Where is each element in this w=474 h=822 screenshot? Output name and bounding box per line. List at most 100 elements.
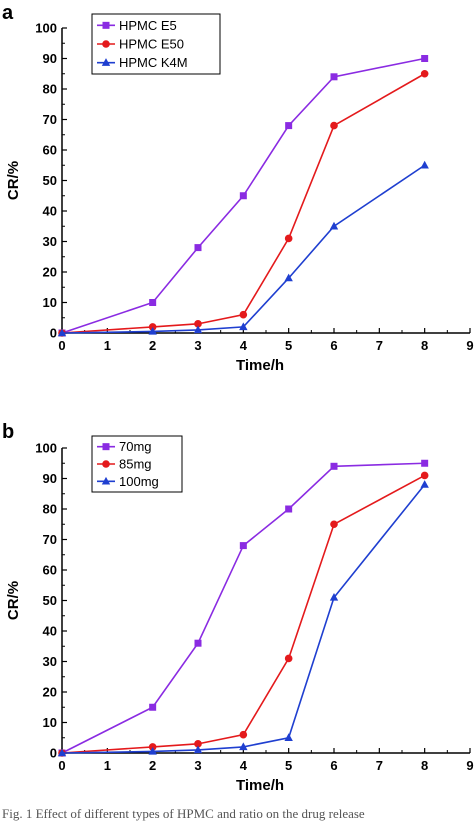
circle-marker (239, 730, 248, 739)
series-line (61, 164, 426, 334)
legend-label: HPMC E5 (119, 18, 177, 33)
triangle-marker (329, 221, 339, 230)
circle-marker (330, 520, 338, 529)
circle-marker (148, 323, 157, 331)
x-tick-label: 0 (58, 338, 65, 353)
y-tick-label: 10 (43, 295, 57, 310)
circle-marker (102, 40, 110, 48)
x-tick-label: 4 (240, 338, 248, 353)
square-marker (421, 55, 429, 62)
circle-marker (420, 69, 429, 78)
y-tick-label: 50 (43, 593, 57, 608)
square-marker (330, 462, 338, 470)
series-line (61, 474, 426, 754)
triangle-marker (420, 480, 429, 488)
legend-label: 70mg (119, 439, 152, 454)
x-tick-label: 1 (104, 758, 111, 773)
legend-label: HPMC E50 (119, 37, 184, 52)
y-tick-label: 10 (43, 715, 57, 730)
circle-marker (194, 740, 202, 748)
y-tick-label: 0 (50, 746, 57, 761)
x-tick-label: 9 (466, 758, 473, 773)
series-line (61, 484, 426, 754)
x-tick-label: 1 (104, 338, 111, 353)
x-tick-label: 9 (466, 338, 473, 353)
x-tick-label: 7 (376, 758, 383, 773)
triangle-marker (148, 746, 157, 755)
circle-marker (330, 121, 338, 130)
square-marker (330, 73, 338, 81)
y-tick-label: 100 (35, 21, 57, 36)
y-tick-label: 90 (43, 471, 57, 486)
y-tick-label: 30 (43, 654, 57, 669)
x-tick-label: 6 (330, 758, 337, 773)
legend: 70mg 85mg 100mg (91, 435, 183, 493)
circle-marker (284, 654, 293, 663)
circle-marker (420, 471, 429, 480)
y-tick-label: 80 (43, 502, 57, 517)
y-tick-label: 60 (43, 143, 57, 158)
x-axis-title: Time/h (236, 777, 284, 794)
triangle-marker (284, 733, 293, 741)
triangle-marker (193, 325, 203, 334)
x-axis-title: Time/h (236, 357, 284, 374)
chart-panel-b: b 0 10 20 30 40 50 60 70 80 90 100 0 1 2 3 4 5 6 7 8 9 Time/h C… (2, 421, 474, 794)
x-tick-label: 8 (421, 758, 428, 773)
circle-marker (239, 310, 248, 319)
y-tick-label: 20 (43, 265, 57, 280)
x-tick-label: 0 (58, 758, 65, 773)
series-line (61, 462, 425, 754)
legend-label: HPMC K4M (119, 55, 188, 70)
y-tick-label: 100 (35, 441, 57, 456)
x-tick-label: 2 (149, 338, 156, 353)
series-line (61, 73, 426, 334)
triangle-marker (101, 476, 111, 485)
x-tick-label: 3 (194, 758, 201, 773)
y-tick-label: 60 (43, 563, 57, 578)
triangle-marker (284, 273, 293, 282)
triangle-marker (101, 58, 111, 66)
x-tick-label: 8 (421, 338, 428, 353)
x-tick-label: 4 (240, 758, 248, 773)
x-tick-label: 6 (330, 338, 337, 353)
x-tick-label: 3 (194, 338, 201, 353)
panel-label: b (2, 421, 14, 443)
series-0 (58, 55, 429, 337)
panel-label: a (2, 2, 14, 24)
x-tick-label: 5 (285, 338, 292, 353)
y-tick-label: 20 (43, 685, 57, 700)
triangle-marker (193, 745, 203, 754)
y-axis-title: CR/% (5, 161, 22, 200)
triangle-marker (148, 326, 157, 335)
circle-marker (148, 743, 157, 751)
y-tick-label: 30 (43, 234, 57, 249)
y-tick-label: 90 (43, 51, 57, 66)
y-axis-title: CR/% (5, 581, 22, 620)
triangle-marker (239, 742, 248, 751)
x-tick-label: 7 (376, 338, 383, 353)
square-marker (102, 443, 110, 451)
square-marker (285, 505, 293, 513)
y-tick-label: 80 (43, 82, 57, 97)
legend-label: 100mg (119, 474, 159, 489)
circle-marker (102, 460, 110, 468)
x-tick-label: 2 (149, 758, 156, 773)
square-marker (102, 21, 110, 29)
square-marker (149, 299, 157, 306)
legend: HPMC E5 HPMC E50 HPMC K4M (91, 13, 221, 75)
x-tick-label: 5 (285, 758, 292, 773)
triangle-marker (57, 328, 67, 337)
y-tick-label: 50 (43, 173, 57, 188)
y-tick-label: 70 (43, 112, 57, 127)
square-marker (421, 459, 429, 467)
triangle-marker (420, 160, 429, 169)
square-marker (239, 542, 247, 550)
legend-label: 85mg (119, 457, 152, 472)
figure-caption: Fig. 1 Effect of different types of HPMC… (2, 806, 365, 821)
y-tick-label: 40 (43, 204, 57, 219)
square-marker (285, 122, 293, 130)
circle-marker (194, 320, 202, 328)
circle-marker (284, 234, 293, 243)
series-1 (58, 471, 429, 757)
